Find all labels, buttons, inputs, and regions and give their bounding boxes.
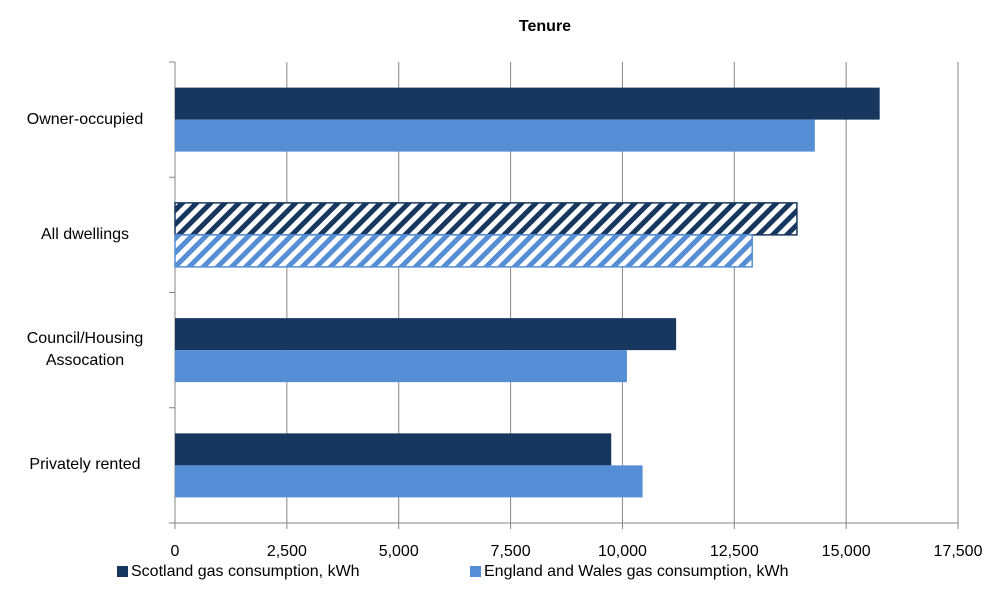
chart-title: Tenure [519,18,571,35]
legend-swatch [117,566,128,577]
x-tick-label: 15,000 [822,543,871,560]
x-tick-label: 12,500 [710,543,759,560]
legend-swatch [470,566,481,577]
x-tick-label: 17,500 [934,543,983,560]
legend-label: Scotland gas consumption, kWh [131,563,360,580]
y-tick-label: Council/Housing Assocation [26,330,144,370]
bar [174,234,753,268]
x-tick-label: 7,500 [491,543,531,560]
bar [175,465,643,498]
bar [175,350,627,383]
bar [175,119,815,152]
x-tick-label: 10,000 [598,543,647,560]
y-tick-label: All dwellings [40,225,130,243]
bar [175,87,880,120]
x-tick-label: 2,500 [267,543,307,560]
bar [175,318,677,351]
x-tick-label: 0 [171,543,180,560]
legend-label: England and Wales gas consumption, kWh [484,563,788,580]
y-tick-label: Privately rented [29,456,141,474]
x-tick-label: 5,000 [379,543,419,560]
bar [175,433,612,466]
y-tick-label: Owner-occupied [26,110,144,128]
bar [174,202,798,236]
